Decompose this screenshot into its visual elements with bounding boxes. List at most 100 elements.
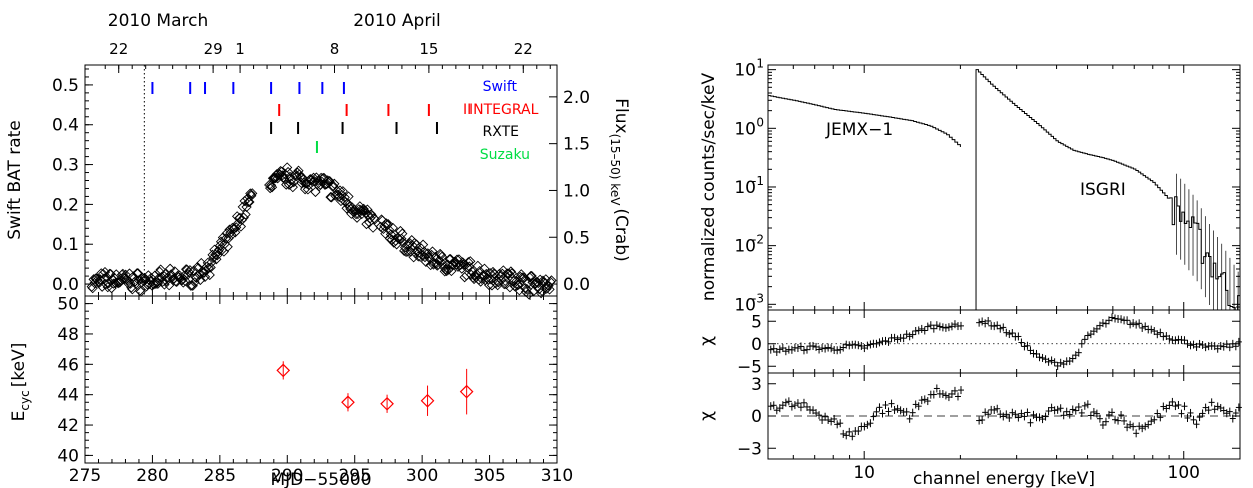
light-curve-point [334,185,346,196]
light-curve-point [479,263,490,274]
ecyc-point [341,395,355,410]
top-day-label: 22 [109,40,128,58]
x-tick-label: 285 [204,466,236,486]
y-tick-label: 48 [57,325,79,345]
light-curve-point [523,289,534,300]
light-curve-point [329,178,340,189]
light-curve-point [544,284,555,295]
light-curve-point [235,221,247,232]
upper-y-axis-label: Swift BAT rate [5,120,25,239]
light-curve-point [369,214,381,225]
x-tick-label: 295 [338,466,370,486]
light-curve-point [521,283,533,295]
light-curve-point [265,182,276,194]
light-curve-point [499,278,510,290]
light-curve-point [287,182,298,193]
light-curve-point [453,254,465,265]
spectrum-x-axis-label: channel energy [keV] [913,469,1095,488]
y-tick-label: 3 [751,375,762,395]
light-curve-point [240,209,251,220]
y2-tick-label: 1.5 [563,135,590,155]
light-curve-point [231,222,242,233]
light-curve-point [504,282,516,293]
light-curve-point [244,196,255,208]
y-tick-label: 42 [57,416,79,436]
light-curve-point [152,278,163,289]
light-curve-point [383,224,395,235]
light-curve-point [124,268,135,279]
y-tick-label: 10 [734,61,756,81]
x-tick-label: 300 [406,466,438,486]
legend-swift: Swift [483,79,518,95]
light-curve-point [352,208,364,220]
ecyc-point [420,393,435,408]
light-curve-point [204,269,215,281]
light-curve-point [293,165,304,176]
flux-label-unit: (Crab) [611,208,631,261]
ecyc-point [459,384,474,399]
light-curve-point [396,233,407,244]
light-curve-point [361,218,372,230]
light-curve-point [279,173,290,185]
light-curve-point [463,257,474,268]
top-day-labels: 22 29 1 8 15 22 [109,40,533,58]
light-curve-point [446,265,457,277]
light-curve-point [461,270,472,281]
light-curve-point [522,278,534,289]
jemx-label: JEMX−1 [825,120,893,140]
light-curve-point [383,219,394,230]
light-curve-point [343,191,354,202]
light-curve-point [353,204,365,215]
x-tick-label: 310 [541,466,573,486]
light-curve-point [427,246,438,257]
light-curve-point [242,193,253,204]
legend-suzaku: Suzaku [480,147,530,163]
light-curve-point [297,172,308,183]
light-curve-point [272,173,283,184]
lower-panel-ticks [84,296,558,463]
svg-text:Ecyc[keV]: Ecyc [keV] [9,343,32,422]
light-curve-point [125,278,136,289]
y-tick-label: −5 [737,357,762,377]
light-curve-point [420,256,432,267]
light-curve-point [174,270,185,281]
light-curve-point [402,246,414,257]
ecyc-label-sub: cyc [18,390,32,410]
y-tick-label: 0.0 [52,275,79,295]
light-curve-point [465,256,476,267]
chi-label-1: χ [697,336,717,346]
chi-label-2: χ [697,411,717,421]
top-day-label: 1 [235,40,245,58]
light-curve-point [88,274,99,285]
light-curve-point [400,246,412,257]
light-curve-point [265,180,277,191]
light-curve-point [506,268,517,279]
light-curve-points [86,162,557,300]
light-curve-point [247,188,258,199]
light-curve-point [411,239,422,250]
spectrum-panel-frame [767,64,1241,311]
light-curve-point [132,268,144,279]
residuals-1: −50 5 [737,312,1242,377]
y-tick-label: 10 [734,295,756,315]
light-curve-point [199,271,211,283]
light-curve-point [264,179,275,191]
light-curve-point [367,222,379,233]
light-curve-point [245,188,256,199]
spectrum-ticks [767,65,1240,459]
x-tick-label: 100 [1168,463,1200,483]
light-curve-point [195,274,206,286]
y-tick-label: 10 [734,119,756,139]
light-curve-point [385,229,397,240]
light-curve-point [237,201,248,213]
light-curve-point [100,278,112,290]
x-tick-label: 280 [136,466,168,486]
legend-rxte: RXTE [483,124,519,140]
y-tick-label: 44 [57,386,79,406]
spectrum-x-tick-labels: 10 100 [853,463,1200,483]
legend-integral-marks: II [463,102,471,118]
upper-panel-ticks [84,65,558,296]
spectrum-isgri [973,69,1241,311]
